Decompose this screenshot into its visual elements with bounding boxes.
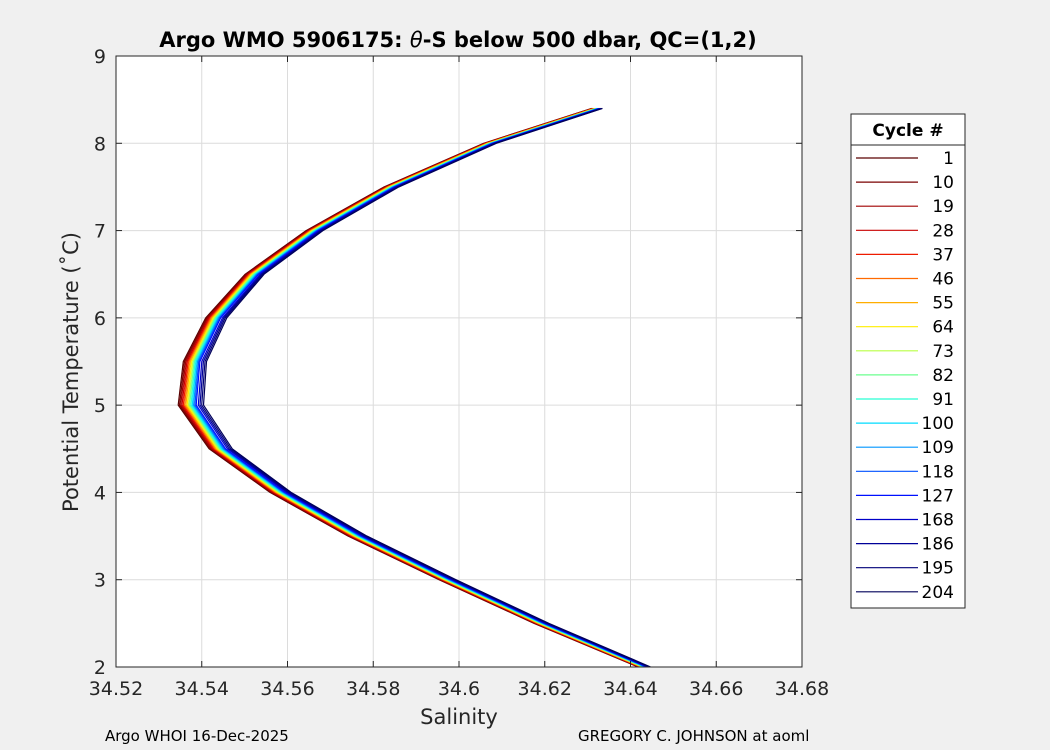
y-tick-label: 3: [94, 570, 106, 592]
profile-curves: [177, 107, 651, 667]
legend: Cycle # 1 10 19 28 37 46 55 64 73 82 91 100 109 118 12…: [850, 113, 966, 609]
legend-label-10: 10: [932, 173, 954, 193]
legend-label-91: 91: [932, 390, 954, 410]
footer-left: Argo WHOI 16-Dec-2025: [105, 727, 289, 745]
x-tick-label: 34.54: [175, 678, 229, 700]
y-axis-label: Potential Temperature (˚C): [59, 232, 83, 512]
legend-label-127: 127: [922, 486, 954, 506]
x-tick-label: 34.6: [438, 678, 480, 700]
legend-title: Cycle #: [872, 121, 943, 141]
legend-box: [850, 113, 966, 609]
legend-label-118: 118: [922, 462, 954, 482]
x-axis-label: Salinity: [420, 705, 498, 729]
profile-line-204: [202, 107, 651, 667]
legend-label-82: 82: [932, 366, 954, 386]
x-tick-label: 34.64: [603, 678, 657, 700]
legend-label-1: 1: [943, 149, 954, 169]
legend-label-37: 37: [932, 245, 954, 265]
x-tick-label: 34.52: [89, 678, 143, 700]
legend-label-100: 100: [922, 414, 954, 434]
x-tick-label: 34.58: [346, 678, 400, 700]
legend-label-55: 55: [932, 294, 954, 314]
x-tick-label: 34.62: [518, 678, 572, 700]
y-tick-label: 6: [94, 308, 106, 330]
legend-label-204: 204: [922, 583, 954, 603]
legend-label-186: 186: [922, 535, 954, 555]
y-tick-label: 2: [94, 657, 106, 679]
y-tick-label: 7: [94, 221, 106, 243]
legend-label-168: 168: [922, 511, 954, 531]
legend-label-28: 28: [932, 221, 954, 241]
x-tick-label: 34.66: [689, 678, 743, 700]
legend-label-19: 19: [932, 197, 954, 217]
legend-label-195: 195: [922, 559, 954, 579]
y-tick-label: 8: [94, 133, 106, 155]
y-tick-label: 5: [94, 395, 106, 417]
legend-label-73: 73: [932, 342, 954, 362]
legend-label-109: 109: [922, 438, 954, 458]
legend-label-64: 64: [932, 318, 954, 338]
y-tick-label: 9: [94, 46, 106, 68]
x-axis-ticks: 34.52 34.54 34.56 34.58 34.6 34.62 34.64 34.66 3…: [89, 56, 829, 700]
legend-entries: 1 10 19 28 37 46 55 64 73 82 91 100 109 118 127 168 186 1…: [856, 149, 954, 603]
chart-title: Argo WMO 5906175: θ-S below 500 dbar, QC…: [159, 28, 756, 52]
footer-right: GREGORY C. JOHNSON at aoml: [578, 727, 809, 745]
legend-label-46: 46: [932, 270, 954, 290]
profile-line-127: [195, 107, 648, 667]
x-tick-label: 34.56: [260, 678, 314, 700]
y-tick-label: 4: [94, 482, 106, 504]
x-tick-label: 34.68: [775, 678, 829, 700]
y-axis-ticks: 2 3 4 5 6 7 8 9: [94, 46, 802, 679]
